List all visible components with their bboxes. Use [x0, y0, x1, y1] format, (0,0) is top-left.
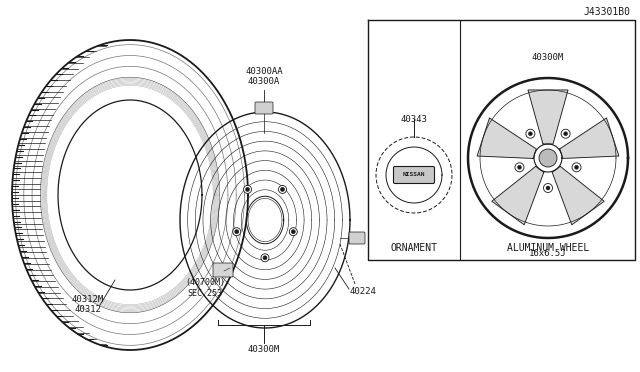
Polygon shape — [528, 90, 568, 144]
Circle shape — [280, 187, 285, 192]
Circle shape — [246, 187, 250, 192]
FancyBboxPatch shape — [213, 263, 233, 277]
Circle shape — [572, 163, 581, 172]
Text: ALUMINUM WHEEL: ALUMINUM WHEEL — [507, 243, 589, 253]
Text: ORNAMENT: ORNAMENT — [390, 243, 438, 253]
Text: NISSAN: NISSAN — [403, 173, 425, 177]
Circle shape — [261, 254, 269, 262]
FancyBboxPatch shape — [394, 167, 435, 183]
Circle shape — [564, 132, 568, 136]
Circle shape — [243, 185, 252, 193]
Circle shape — [561, 129, 570, 138]
Text: 40224: 40224 — [350, 286, 377, 295]
Text: 40312M: 40312M — [72, 295, 104, 304]
Polygon shape — [552, 166, 604, 225]
Circle shape — [263, 256, 267, 260]
Circle shape — [539, 149, 557, 167]
Polygon shape — [560, 118, 619, 158]
Circle shape — [518, 165, 522, 169]
Circle shape — [278, 185, 287, 193]
Circle shape — [233, 228, 241, 236]
Text: 40312: 40312 — [75, 305, 101, 314]
Circle shape — [289, 228, 298, 236]
Circle shape — [526, 129, 535, 138]
Text: 40300M: 40300M — [248, 346, 280, 355]
Polygon shape — [477, 118, 536, 158]
Circle shape — [575, 165, 579, 169]
Text: SEC.253: SEC.253 — [188, 289, 223, 298]
Text: (40700M): (40700M) — [185, 279, 225, 288]
Polygon shape — [492, 166, 544, 225]
Circle shape — [235, 230, 239, 234]
Text: 40343: 40343 — [401, 115, 428, 125]
Circle shape — [515, 163, 524, 172]
FancyBboxPatch shape — [255, 102, 273, 114]
Text: 40300AA: 40300AA — [245, 67, 283, 76]
Circle shape — [291, 230, 295, 234]
Circle shape — [543, 183, 552, 192]
Text: 16x6.5J: 16x6.5J — [529, 250, 567, 259]
Text: 40300M: 40300M — [532, 54, 564, 62]
Text: J43301B0: J43301B0 — [583, 7, 630, 17]
FancyBboxPatch shape — [349, 232, 365, 244]
Circle shape — [546, 186, 550, 190]
Text: 40300A: 40300A — [248, 77, 280, 87]
Circle shape — [529, 132, 532, 136]
